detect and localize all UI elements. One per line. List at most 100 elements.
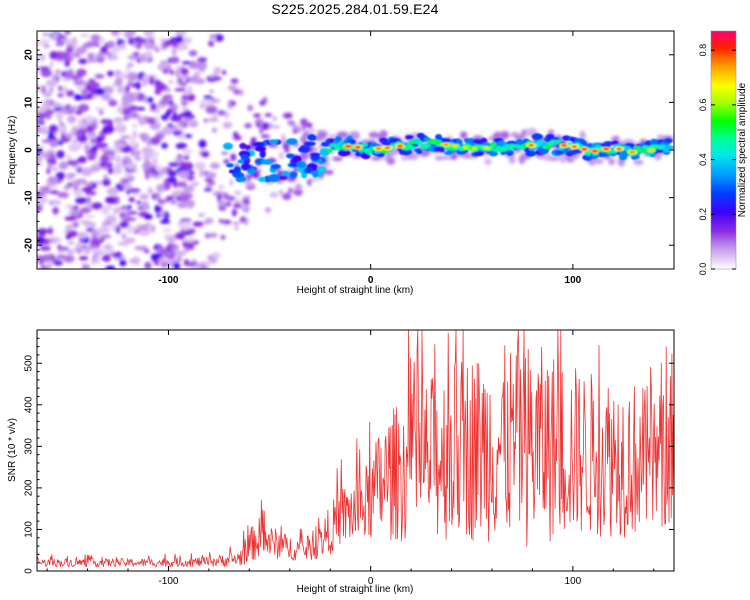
transition-cell	[306, 128, 316, 134]
ridge-mid	[327, 148, 333, 154]
transition-cell	[306, 122, 313, 129]
noise-cell	[48, 124, 59, 132]
noise-cell	[101, 221, 109, 227]
ridge-mid	[358, 148, 366, 152]
transition-cell	[230, 153, 237, 162]
noise-cell	[65, 47, 74, 53]
noise-cell	[188, 120, 199, 128]
noise-cell	[177, 202, 186, 208]
noise-cell	[166, 171, 175, 175]
noise-cell	[167, 64, 172, 73]
snr-series	[37, 330, 674, 568]
x-tick-label: 0	[368, 275, 374, 286]
noise-cell	[87, 135, 95, 139]
noise-cell	[37, 204, 41, 209]
noise-cell	[157, 245, 162, 254]
noise-cell	[113, 257, 119, 262]
noise-cell	[190, 181, 200, 187]
noise-cell	[155, 116, 160, 124]
ridge-peak	[528, 144, 534, 147]
noise-cell	[40, 69, 52, 78]
noise-cell	[214, 98, 221, 104]
noise-cell	[67, 115, 77, 124]
noise-cell	[127, 204, 132, 211]
noise-cell	[40, 264, 46, 269]
colorbar-gradient	[710, 30, 737, 270]
transition-core	[233, 172, 245, 178]
ridge-peak	[463, 146, 469, 149]
transition-cell	[227, 84, 237, 91]
ridge-halo	[608, 158, 616, 166]
transition-cell	[217, 200, 227, 207]
ridge-halo	[579, 130, 586, 140]
ridge-mid	[406, 142, 413, 147]
noise-cell	[72, 221, 79, 229]
noise-cell	[55, 42, 64, 47]
noise-cell	[98, 226, 111, 233]
noise-cell	[172, 130, 183, 136]
noise-cell	[37, 228, 47, 237]
transition-cell	[284, 148, 290, 154]
noise-cell	[84, 251, 90, 255]
noise-cell	[39, 39, 51, 43]
noise-cell	[81, 187, 93, 192]
ridge-halo	[460, 131, 468, 140]
noise-cell	[87, 52, 95, 60]
noise-cell	[132, 52, 140, 56]
noise-cell	[160, 114, 169, 121]
transition-cell	[220, 151, 229, 155]
noise-cell	[128, 197, 136, 203]
noise-cell	[61, 127, 67, 134]
transition-core	[303, 167, 314, 174]
noise-cell	[56, 150, 65, 159]
noise-cell	[207, 118, 220, 122]
noise-cell	[175, 142, 188, 150]
noise-cell	[115, 226, 121, 234]
ridge-halo	[508, 154, 516, 165]
noise-cell	[154, 82, 166, 91]
noise-cell	[136, 200, 142, 205]
noise-cell	[91, 122, 97, 130]
noise-cell	[184, 74, 189, 78]
noise-cell	[179, 41, 186, 50]
ridge-band	[400, 148, 412, 156]
noise-cell	[129, 106, 139, 110]
noise-cell	[53, 107, 63, 112]
noise-cell	[115, 207, 123, 212]
transition-cell	[234, 198, 241, 204]
noise-cell	[65, 224, 74, 230]
ridge-mid	[663, 148, 671, 153]
noise-cell	[59, 122, 64, 126]
transition-core	[286, 138, 298, 145]
transition-cell	[222, 219, 232, 225]
transition-cell	[233, 202, 242, 209]
noise-cell	[116, 85, 128, 94]
ridge-peak	[397, 144, 403, 148]
transition-cell	[265, 207, 271, 213]
noise-cell	[96, 52, 104, 60]
noise-cell	[63, 254, 75, 263]
x-tick-label: -100	[158, 576, 178, 587]
transition-cell	[233, 135, 242, 141]
noise-cell	[164, 181, 171, 188]
ridge-mid	[423, 144, 432, 148]
noise-cell	[127, 72, 139, 82]
noise-cell	[114, 142, 127, 149]
ridge-band	[456, 139, 463, 146]
noise-cell	[104, 248, 115, 255]
noise-cell	[127, 115, 134, 119]
ridge-mid	[408, 145, 416, 150]
transition-core	[270, 163, 282, 170]
noise-cell	[105, 196, 117, 205]
noise-cell	[79, 220, 90, 224]
noise-cell	[167, 243, 174, 250]
ridge-halo	[558, 154, 568, 164]
noise-cell	[132, 130, 137, 139]
noise-cell	[152, 253, 163, 259]
ridge-peak	[629, 150, 635, 154]
noise-cell	[168, 80, 173, 84]
noise-cell	[154, 174, 164, 178]
y-tick-label: 20	[24, 49, 35, 61]
snr-y-axis-label: SNR (10 * v/v)	[7, 418, 18, 482]
